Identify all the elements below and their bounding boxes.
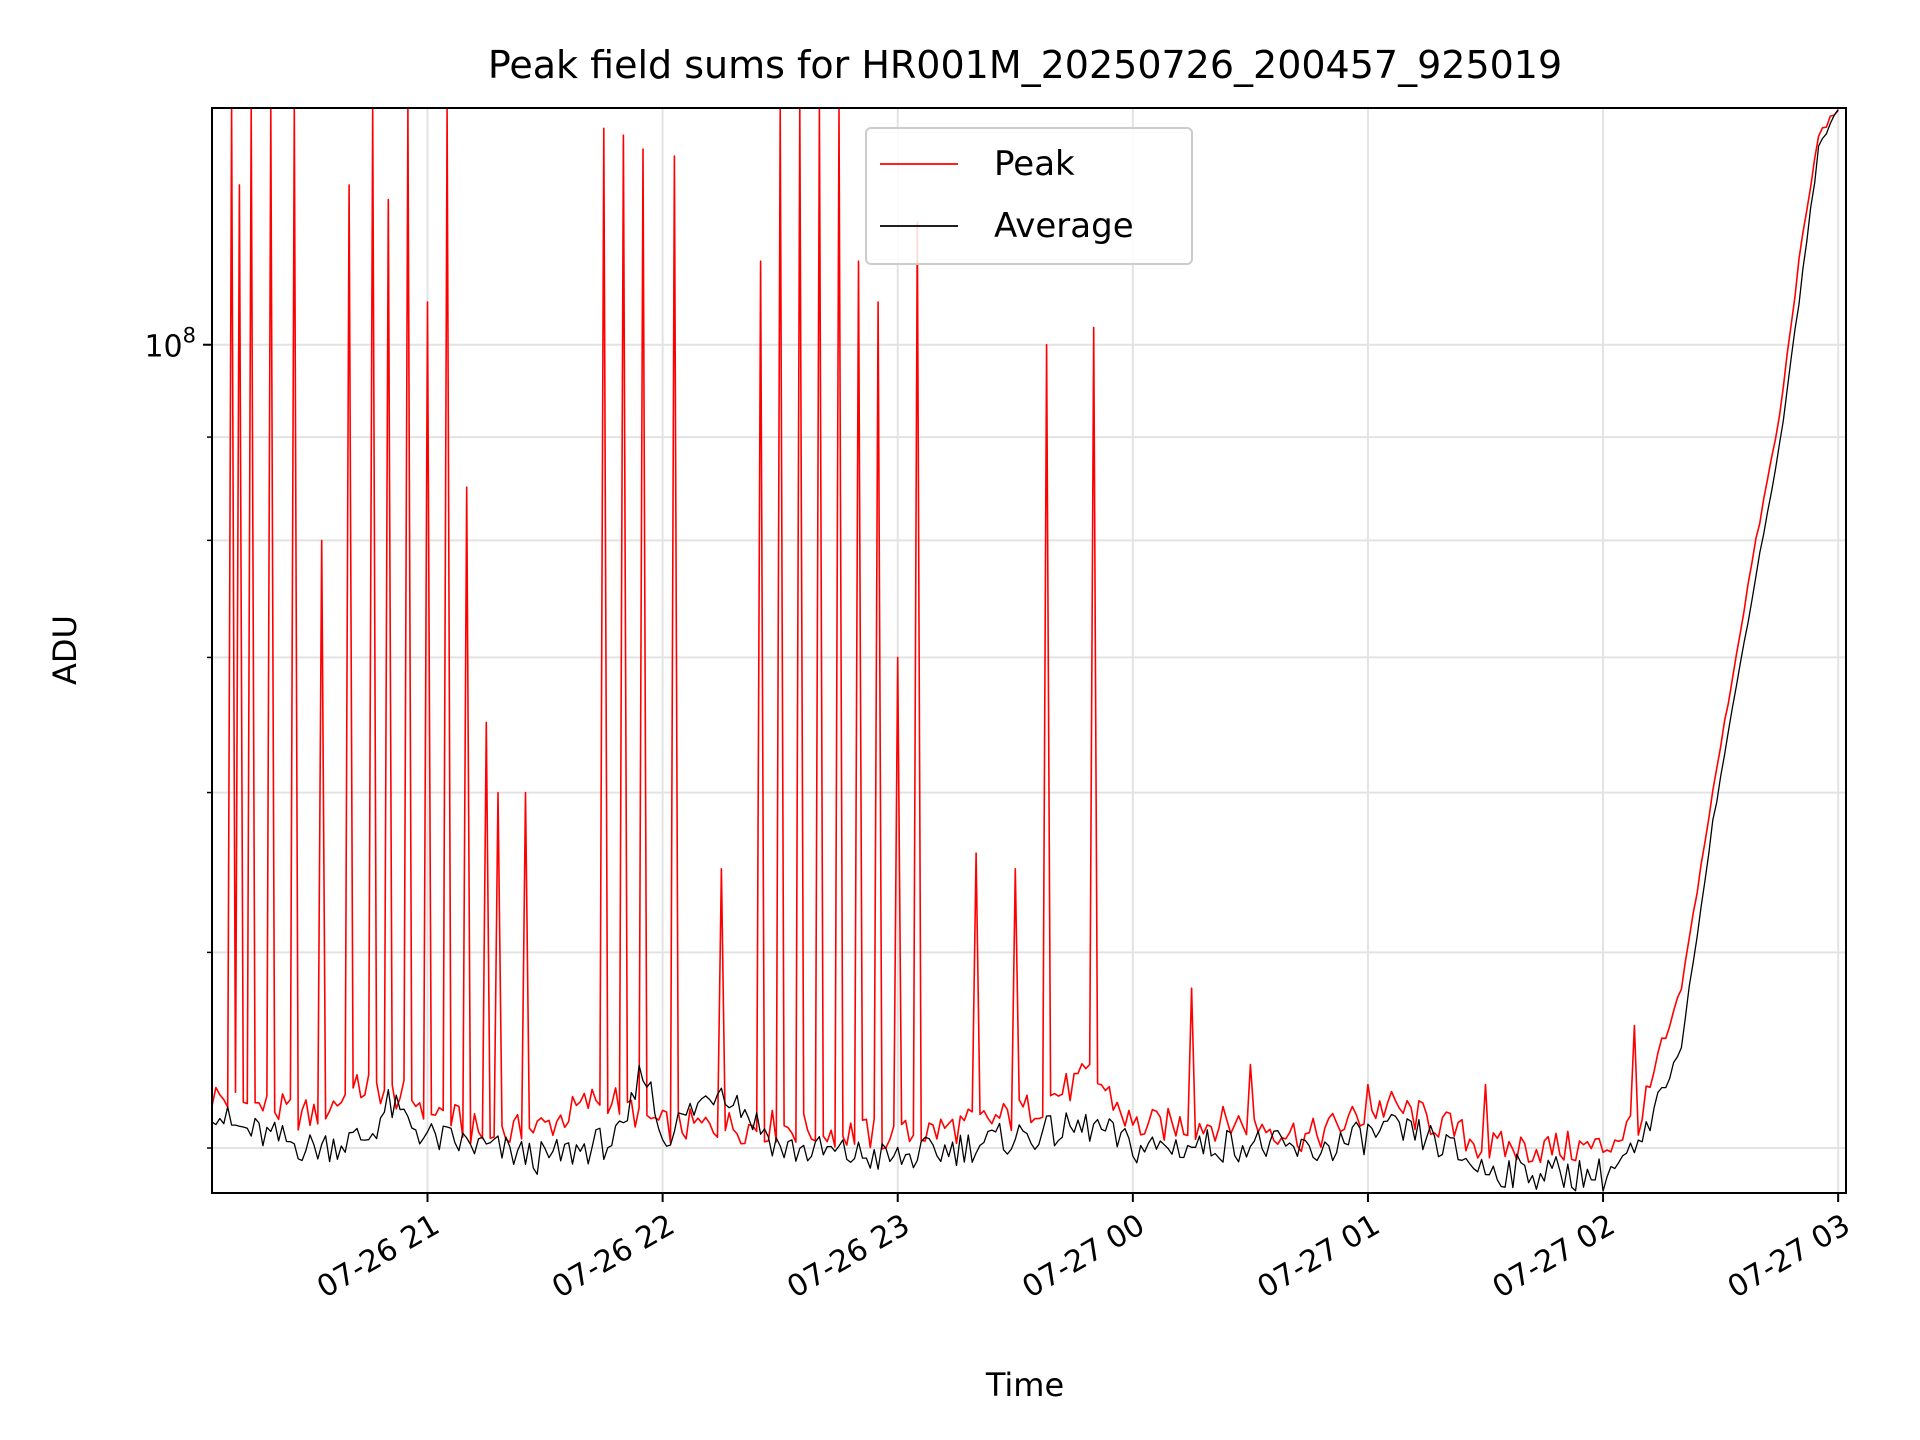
x-tick-label: 07-27 01: [1252, 1208, 1386, 1306]
plot-frame: [211, 107, 1847, 1194]
legend-box: [865, 127, 1193, 265]
x-tick-label: 07-27 00: [1017, 1208, 1151, 1306]
x-tick-label: 07-26 22: [546, 1208, 680, 1306]
legend-label-peak: Peak: [994, 144, 1075, 184]
x-axis-label: Time: [985, 1366, 1064, 1404]
y-axis-label: ADU: [46, 615, 84, 685]
series-group: [212, 108, 1839, 1192]
x-tick-label: 07-26 21: [311, 1208, 445, 1306]
grid: [212, 108, 1846, 1193]
x-tick-label: 07-27 03: [1722, 1208, 1856, 1306]
legend: Peak Average: [865, 127, 1193, 265]
y-tick-label: 108: [144, 324, 196, 365]
legend-label-average: Average: [994, 206, 1134, 246]
series-line-average: [212, 109, 1839, 1192]
series-line-peak: [212, 108, 1839, 1164]
x-tick-label: 07-26 23: [781, 1208, 915, 1306]
chart-title: Peak field sums for HR001M_20250726_2004…: [488, 43, 1562, 87]
x-tick-label: 07-27 02: [1487, 1208, 1621, 1306]
plot-area: 07-26 21 07-26 22 07-26 23 07-27 00 07-27 01…: [144, 107, 1856, 1306]
